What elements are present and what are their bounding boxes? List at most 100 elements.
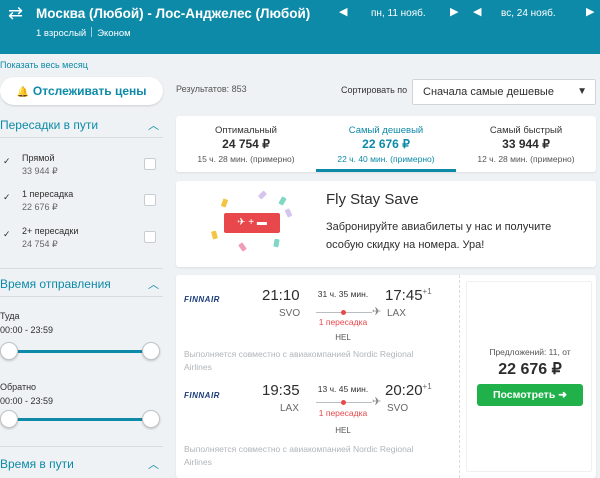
outbound-time-range: 00:00 - 23:59	[0, 325, 54, 335]
transfer-count: 1 пересадка	[318, 408, 368, 418]
chevron-up-icon[interactable]: ︿	[148, 120, 159, 132]
return-date[interactable]: вс, 24 нояб.	[501, 8, 556, 19]
return-prev-arrow-icon[interactable]: ◀	[473, 6, 482, 18]
outbound-slider-track[interactable]	[6, 350, 151, 353]
route-title[interactable]: Москва (Любой) - Лос-Анджелес (Любой)	[36, 6, 311, 21]
stops-option-label: 2+ пересадки	[22, 226, 79, 236]
tab-title: Самый быстрый	[489, 125, 563, 136]
stops-option-price: 24 754 ₽	[22, 239, 58, 249]
only-checkbox[interactable]	[144, 231, 156, 243]
outbound-slider-start-handle[interactable]	[0, 342, 18, 360]
duration-filter-title[interactable]: Время в пути	[0, 457, 74, 471]
tab-cheapest[interactable]: Самый дешевый 22 676 ₽ 22 ч. 40 мин. (пр…	[316, 116, 456, 172]
departure-time-filter-title[interactable]: Время отправления	[0, 277, 111, 291]
confetti-decoration	[284, 208, 293, 218]
show-month-link[interactable]: Показать весь месяц	[0, 60, 88, 70]
ticket-divider	[459, 275, 460, 478]
depart-date[interactable]: пн, 11 нояб.	[371, 8, 426, 19]
arrival-time: 17:45+1	[385, 287, 432, 304]
passenger-summary[interactable]: 1 взрослый Эконом	[36, 27, 131, 39]
fly-stay-save-banner[interactable]: ✈ + ▬ Fly Stay Save Забронируйте авиабил…	[176, 181, 596, 267]
tab-price: 22 676 ₽	[362, 137, 410, 151]
check-icon[interactable]: ✓	[3, 192, 11, 202]
transfer-count: 1 пересадка	[318, 317, 368, 327]
stops-option-label: 1 пересадка	[22, 189, 74, 199]
tab-duration: 22 ч. 40 мин. (примерно)	[337, 154, 435, 164]
tab-price: 24 754 ₽	[222, 137, 270, 151]
return-slider-end-handle[interactable]	[142, 410, 160, 428]
sort-label: Сортировать по	[341, 85, 408, 95]
sort-tabs: Оптимальный 24 754 ₽ 15 ч. 28 мин. (прим…	[176, 116, 596, 172]
outbound-label: Туда	[0, 311, 20, 321]
section-divider	[0, 268, 163, 269]
depart-next-arrow-icon[interactable]: ▶	[450, 6, 459, 18]
section-divider	[0, 446, 163, 447]
swap-icon[interactable]: ⇄	[8, 3, 24, 23]
tab-fastest[interactable]: Самый быстрый 33 944 ₽ 12 ч. 28 мин. (пр…	[456, 116, 596, 172]
sort-value: Сначала самые дешевые	[423, 86, 554, 98]
tab-title: Самый дешевый	[348, 125, 424, 136]
stop-dot	[341, 400, 346, 405]
bell-icon: 🔔	[16, 87, 29, 98]
departure-airport: LAX	[280, 403, 299, 414]
results-count: Результатов: 853	[176, 84, 247, 94]
return-slider-start-handle[interactable]	[0, 410, 18, 428]
departure-time: 19:35	[262, 382, 300, 399]
cabin-class: Эконом	[97, 28, 131, 39]
flight-duration: 31 ч. 35 мин.	[317, 289, 369, 299]
arrival-airport: SVO	[387, 403, 409, 414]
return-slider-track[interactable]	[6, 418, 151, 421]
flight-ticket[interactable]: FINNAIR 21:10 SVO 31 ч. 35 мин. ✈ 1 пере…	[176, 275, 596, 478]
passengers-count: 1 взрослый	[36, 28, 87, 39]
confetti-decoration	[257, 190, 268, 200]
section-divider	[0, 296, 163, 297]
only-checkbox[interactable]	[144, 158, 156, 170]
stops-option-label: Прямой	[22, 153, 55, 163]
sort-select[interactable]: Сначала самые дешевые ▼	[412, 79, 596, 105]
return-next-arrow-icon[interactable]: ▶	[586, 6, 595, 18]
track-prices-label: Отслеживать цены	[32, 84, 147, 98]
airline-logo: FINNAIR	[184, 391, 220, 400]
tab-duration: 15 ч. 28 мин. (примерно)	[197, 154, 295, 164]
arrival-airport: LAX	[387, 308, 406, 319]
depart-prev-arrow-icon[interactable]: ◀	[339, 6, 348, 18]
stops-option-price: 22 676 ₽	[22, 202, 58, 212]
departure-time: 21:10	[262, 287, 300, 304]
offers-count: Предложений: 11, от	[489, 347, 571, 357]
tab-title: Оптимальный	[215, 125, 277, 136]
price-panel	[466, 281, 592, 472]
departure-airport: SVO	[279, 308, 301, 319]
outbound-slider-end-handle[interactable]	[142, 342, 160, 360]
arrival-time-value: 20:20	[385, 382, 423, 399]
confetti-decoration	[278, 196, 287, 206]
operated-by-note: Выполняется совместно с авиакомпанией No…	[184, 444, 414, 467]
track-prices-button[interactable]: 🔔 Отслеживать цены	[0, 77, 163, 105]
operated-by-note: Выполняется совместно с авиакомпанией No…	[184, 349, 414, 372]
stop-dot	[341, 310, 346, 315]
tab-duration: 12 ч. 28 мин. (примерно)	[477, 154, 575, 164]
flight-duration: 13 ч. 45 мин.	[317, 384, 369, 394]
chevron-up-icon[interactable]: ︿	[148, 459, 159, 471]
next-day-marker: +1	[422, 287, 432, 296]
tab-best[interactable]: Оптимальный 24 754 ₽ 15 ч. 28 мин. (прим…	[176, 116, 316, 172]
transfer-airport: HEL	[335, 426, 351, 435]
search-header: ⇄ Москва (Любой) - Лос-Анджелес (Любой) …	[0, 0, 600, 54]
tab-price: 33 944 ₽	[502, 137, 550, 151]
promo-text: Забронируйте авиабилеты у нас и получите…	[326, 221, 552, 251]
confetti-decoration	[273, 238, 280, 248]
stops-filter-title[interactable]: Пересадки в пути	[0, 118, 99, 132]
only-checkbox[interactable]	[144, 194, 156, 206]
transfer-airport: HEL	[335, 333, 351, 342]
plane-icon: ✈	[372, 306, 382, 318]
flight-plus-hotel-icon: ✈ + ▬	[224, 213, 280, 233]
arrival-time-value: 17:45	[385, 287, 423, 304]
stops-option-price: 33 944 ₽	[22, 166, 58, 176]
view-deal-button[interactable]: Посмотреть ➜	[477, 384, 583, 406]
check-icon[interactable]: ✓	[3, 156, 11, 166]
check-icon[interactable]: ✓	[3, 229, 11, 239]
arrival-time: 20:20+1	[385, 382, 432, 399]
caret-down-icon: ▼	[577, 86, 587, 97]
plane-icon: ✈	[372, 396, 382, 408]
chevron-up-icon[interactable]: ︿	[148, 279, 159, 291]
confetti-decoration	[238, 242, 247, 252]
